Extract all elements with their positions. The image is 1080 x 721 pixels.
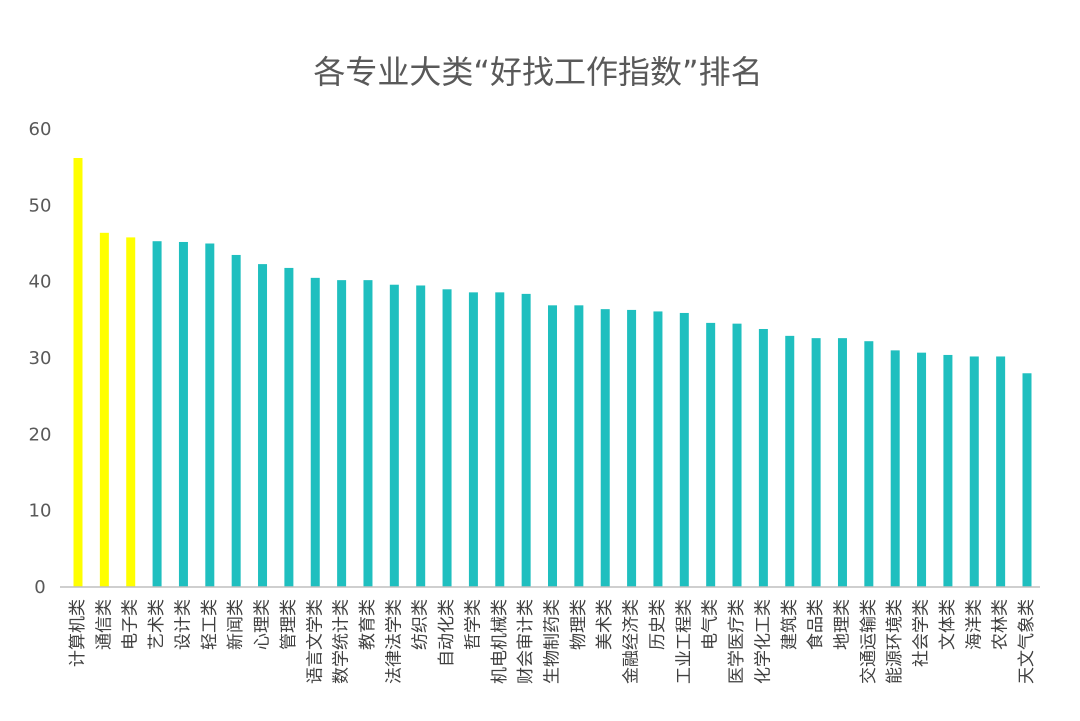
x-category-label: 机电机械类 (490, 599, 510, 684)
x-category-label: 工业工程类 (674, 599, 694, 684)
x-category-label: 法律法学类 (384, 599, 404, 684)
bar (126, 237, 136, 588)
bar (627, 309, 637, 587)
x-category-label: 数学统计类 (332, 599, 352, 684)
bar (864, 341, 874, 587)
y-axis-ticks: 0 10 20 30 40 50 60 (29, 119, 52, 598)
y-tick-label: 40 (29, 272, 52, 293)
x-category-label: 新闻类 (226, 599, 246, 650)
x-category-label: 美术类 (595, 599, 615, 650)
bar (890, 350, 900, 587)
bar (178, 241, 188, 587)
y-tick-label: 10 (29, 501, 52, 522)
chart-title: 各专业大类“好找工作指数”排名 (313, 53, 762, 91)
bar (969, 356, 979, 587)
y-tick-label: 50 (29, 195, 52, 216)
bar (205, 243, 215, 587)
x-category-label: 语言文学类 (305, 599, 325, 684)
y-tick-label: 30 (29, 348, 52, 369)
bar (996, 356, 1006, 587)
bar (337, 280, 347, 587)
x-category-label: 食品类 (806, 599, 826, 650)
x-category-label: 化学化工类 (753, 599, 773, 684)
bar (99, 232, 109, 587)
x-category-label: 财会审计类 (516, 599, 536, 684)
x-category-label: 交通运输类 (859, 599, 879, 684)
x-category-label: 计算机类 (68, 599, 88, 667)
bar (442, 289, 452, 587)
bar (310, 277, 320, 587)
bar (785, 335, 795, 587)
bar (258, 264, 268, 587)
bars (73, 158, 1032, 588)
bar (73, 158, 83, 588)
bar (416, 285, 426, 587)
x-category-label: 管理类 (279, 599, 299, 650)
bar (706, 322, 716, 587)
bar (837, 338, 847, 587)
y-tick-label: 20 (29, 424, 52, 445)
x-category-label: 艺术类 (147, 599, 167, 650)
x-category-label: 教育类 (358, 599, 378, 650)
category-labels: 计算机类 通信类 电子类 艺术类 设计类 轻工类 新闻类 心理类 管理类 语言文学类 数学统计类 教育… (68, 599, 1037, 684)
y-tick-label: 0 (34, 577, 45, 598)
x-category-label: 自动化类 (437, 599, 457, 667)
bar (811, 338, 821, 587)
x-category-label: 能源环境类 (885, 599, 905, 684)
bar (943, 354, 953, 587)
x-category-label: 建筑类 (780, 599, 800, 650)
bar (495, 292, 505, 587)
x-category-label: 轻工类 (200, 599, 220, 650)
x-category-label: 物理类 (569, 599, 589, 650)
bar (152, 241, 162, 587)
x-category-label: 纺织类 (411, 599, 431, 650)
bar (284, 267, 294, 587)
bar (548, 305, 557, 587)
x-category-label: 哲学类 (463, 599, 483, 650)
x-category-label: 农林类 (991, 599, 1011, 650)
x-category-label: 医学医疗类 (727, 599, 747, 684)
bar (758, 328, 768, 587)
x-category-label: 金融经济类 (622, 599, 642, 684)
bar (521, 293, 531, 587)
bar (917, 352, 927, 587)
x-category-label: 生物制药类 (543, 599, 563, 684)
bar (732, 323, 742, 587)
y-tick-label: 60 (29, 119, 52, 140)
x-category-label: 历史类 (648, 599, 668, 650)
x-category-label: 地理类 (832, 599, 852, 650)
x-category-label: 设计类 (173, 599, 193, 650)
x-category-label: 社会学类 (912, 599, 932, 667)
x-category-label: 文体类 (938, 599, 958, 650)
bar (600, 309, 610, 587)
x-category-label: 通信类 (94, 599, 114, 650)
bar (574, 305, 584, 587)
bar (363, 280, 373, 587)
x-category-label: 心理类 (253, 599, 273, 650)
x-category-label: 海洋类 (964, 599, 984, 650)
bar (653, 311, 663, 587)
x-category-label: 电气类 (701, 599, 721, 650)
bar (231, 254, 241, 587)
bar (679, 312, 689, 587)
bar (389, 284, 399, 587)
x-category-label: 电子类 (121, 599, 141, 650)
x-category-label: 天文气象类 (1017, 599, 1037, 684)
bar (468, 292, 478, 587)
bar (1022, 373, 1032, 587)
